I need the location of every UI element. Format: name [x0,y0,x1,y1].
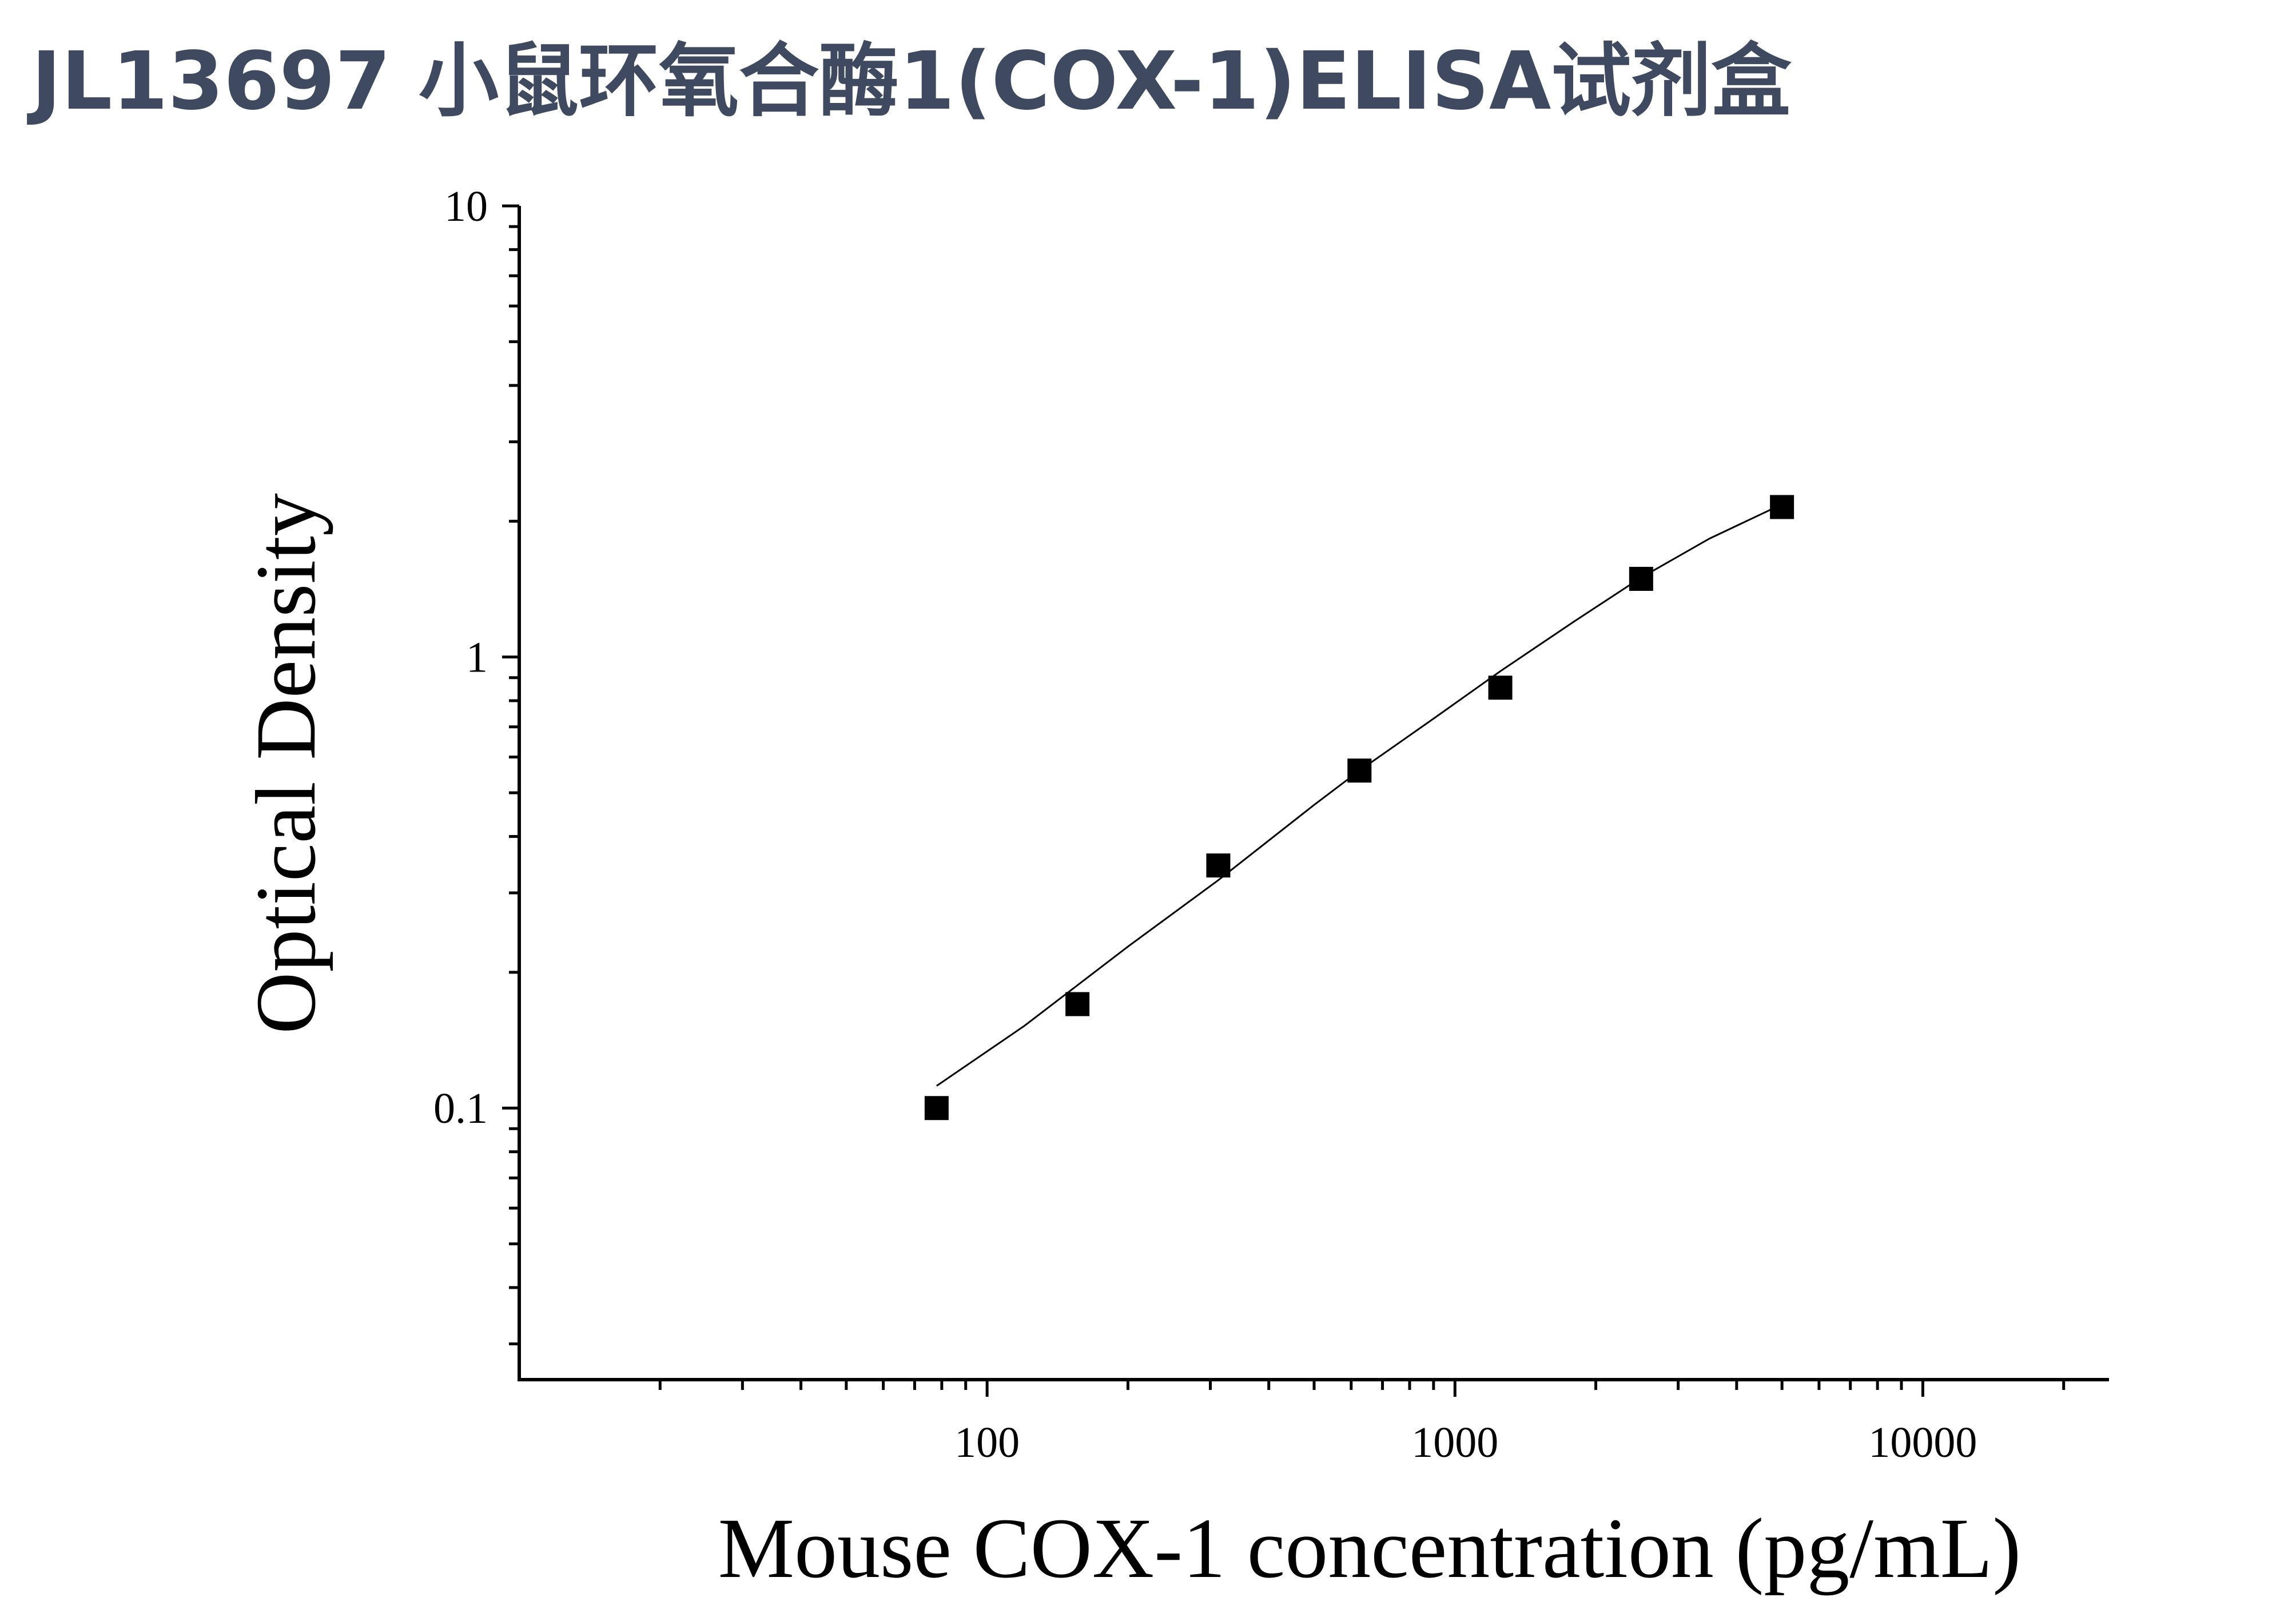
axis-ticks [502,204,2066,1397]
page-title: JL13697 小鼠环氧合酶1(COX-1)ELISA试剂盒 [27,35,1792,128]
x-tick-label: 1000 [1411,1419,1498,1467]
y-tick-label: 0.1 [433,1084,488,1133]
data-points [924,495,1794,1121]
tick-labels: 100 1000 10000 10 1 0.1 [433,182,1977,1467]
fit-curve [936,503,1782,1087]
y-tick-label: 1 [466,634,488,682]
data-point [1347,758,1372,783]
data-point [1629,567,1653,591]
data-point [1206,853,1231,878]
x-tick-label: 10000 [1868,1419,1977,1467]
x-tick-label: 100 [954,1419,1020,1467]
data-point [1770,495,1794,519]
y-axis-label: Optical Density [238,493,333,1034]
data-point [1488,676,1513,700]
y-tick-label: 10 [444,182,488,231]
axis-frame [518,206,2109,1381]
x-axis-label: Mouse COX-1 concentration (pg/mL) [718,1501,2022,1596]
data-point [1065,992,1090,1016]
data-point [924,1096,949,1121]
